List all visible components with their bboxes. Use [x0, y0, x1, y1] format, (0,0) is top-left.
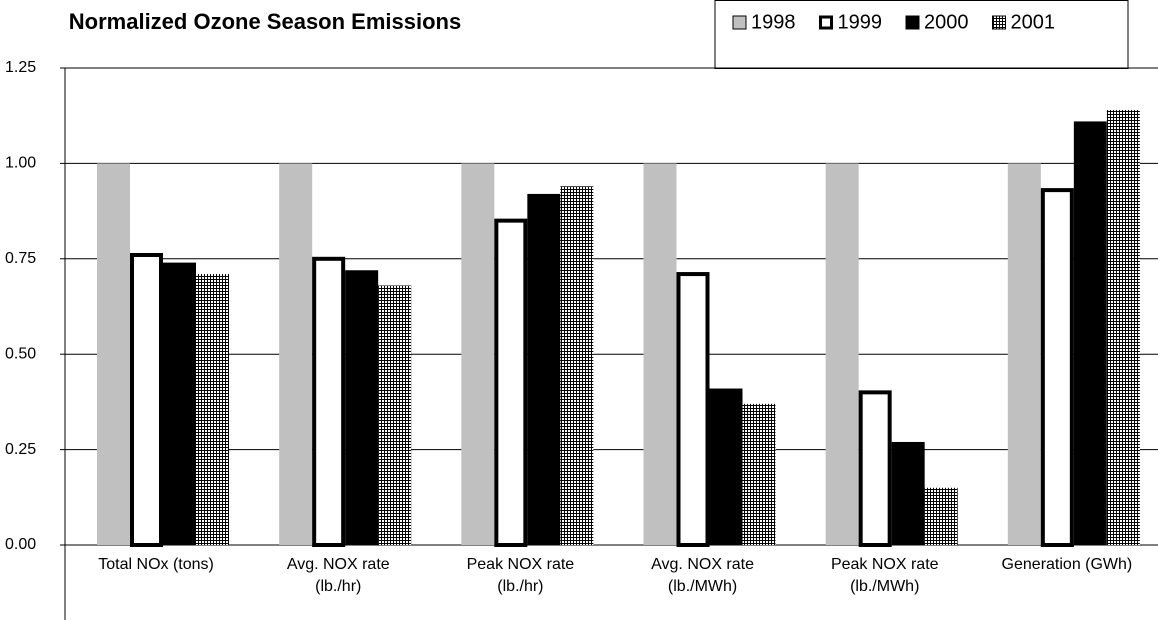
bar	[196, 274, 229, 545]
bar	[825, 163, 859, 545]
x-tick-label: Avg. NOX rate (lb./hr)	[286, 556, 390, 595]
bar	[1106, 109, 1140, 545]
bar	[494, 218, 528, 547]
legend-swatch	[905, 15, 920, 30]
legend-label: 1999	[838, 11, 883, 33]
y-tick-label: 0.25	[5, 441, 36, 458]
bar	[924, 487, 958, 545]
bar	[891, 441, 925, 545]
legend-swatch	[732, 15, 747, 30]
x-tick-label: Peak NOX rate (lb./hr)	[466, 556, 575, 595]
bar	[461, 163, 495, 545]
y-tick-label: 0.75	[5, 250, 36, 267]
bar	[97, 163, 130, 545]
legend-swatch	[992, 15, 1006, 30]
bar	[643, 163, 677, 545]
bar	[709, 388, 743, 545]
bar	[345, 270, 379, 545]
bar	[858, 390, 892, 547]
y-tick-label: 0.00	[5, 536, 36, 553]
bar	[1007, 163, 1041, 545]
y-tick-label: 0.50	[5, 345, 36, 362]
bar	[560, 186, 594, 545]
x-tick-label: Total NOx (tons)	[98, 556, 214, 573]
bar	[1073, 121, 1107, 545]
bar	[130, 252, 163, 547]
x-tick-label: Generation (GWh)	[1001, 556, 1133, 573]
legend-label: 2001	[1011, 11, 1056, 33]
bar	[527, 193, 561, 546]
bar	[312, 256, 346, 547]
bar	[163, 262, 196, 545]
x-tick-label: Avg. NOX rate (lb./MWh)	[651, 556, 754, 595]
legend-swatch	[819, 15, 833, 30]
bar	[378, 285, 412, 545]
bar	[1040, 188, 1074, 547]
y-tick-label: 1.25	[5, 59, 36, 76]
legend-box	[714, 0, 1129, 69]
bar	[742, 403, 776, 545]
bar	[279, 163, 313, 545]
chart-title: Normalized Ozone Season Emissions	[69, 9, 461, 34]
x-tick-label: Peak NOX rate (lb./MWh)	[830, 556, 939, 595]
legend-label: 2000	[924, 11, 969, 33]
legend-label: 1998	[751, 11, 796, 33]
bar	[676, 272, 710, 547]
y-tick-label: 1.00	[5, 155, 36, 172]
